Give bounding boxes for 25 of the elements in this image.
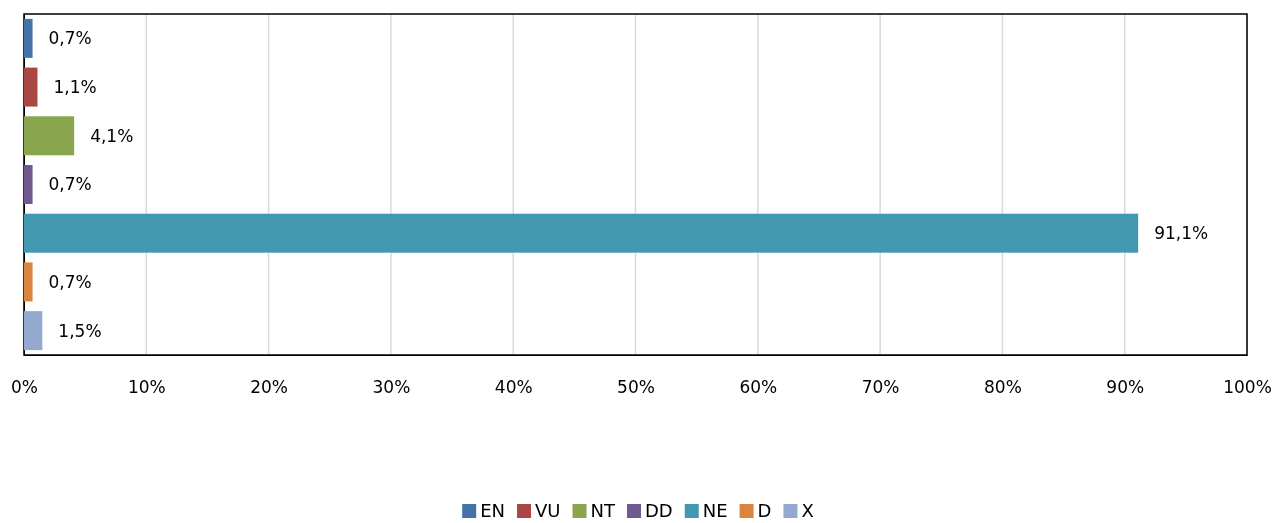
legend-label: X [801, 500, 814, 522]
x-tick-label: 30% [372, 377, 411, 398]
x-tick-label: 20% [250, 377, 288, 398]
legend-label: NE [702, 500, 728, 522]
x-tick-label: 70% [861, 377, 900, 398]
x-tick-label: 50% [617, 377, 655, 398]
legend-label: VU [535, 500, 561, 522]
data-label: 0,7% [48, 28, 92, 49]
data-label: 1,1% [53, 77, 97, 98]
data-label: 0,7% [48, 271, 92, 292]
x-tick-label: 100% [1223, 377, 1272, 398]
x-tick-label: 90% [1106, 377, 1145, 398]
x-tick-label: 60% [739, 377, 778, 398]
data-label: 91,1% [1154, 223, 1209, 244]
legend-label: NT [590, 500, 616, 522]
data-label: 0,7% [48, 174, 92, 195]
x-tick-label: 40% [494, 377, 533, 398]
legend-label: D [757, 500, 772, 522]
x-tick-label: 80% [984, 377, 1022, 398]
x-tick-label: 0% [11, 377, 38, 398]
data-label: 4,1% [90, 125, 134, 146]
data-label: 1,5% [58, 320, 102, 341]
legend-label: DD [645, 500, 673, 522]
legend-label: EN [480, 500, 506, 522]
x-tick-label: 10% [127, 377, 166, 398]
